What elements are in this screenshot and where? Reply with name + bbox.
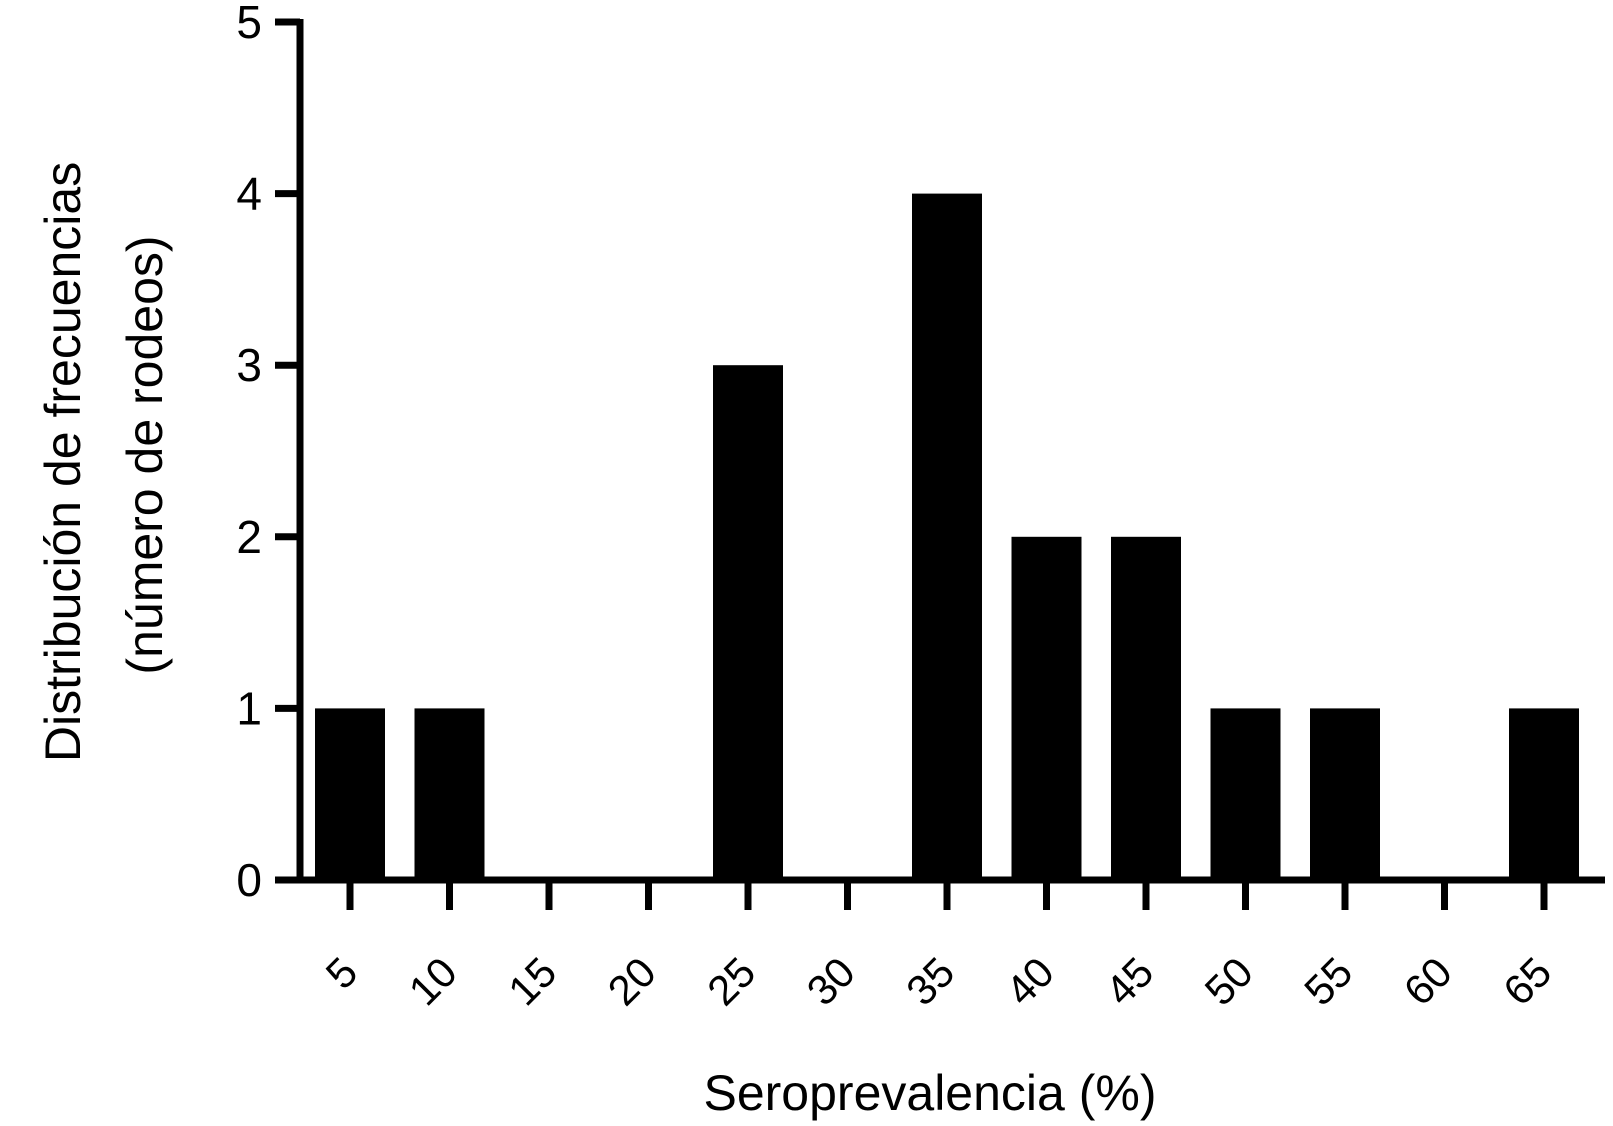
x-tick-label-40: 40 [997, 948, 1063, 1014]
x-tick-label-35: 35 [897, 948, 963, 1014]
bars-layer [315, 193, 1579, 881]
bar-50 [1210, 708, 1281, 880]
x-tick-label-30: 30 [798, 948, 864, 1014]
y-axis-title-line-2: (número de rodeos) [117, 235, 173, 674]
y-tick-label-3: 3 [236, 339, 262, 391]
x-tick-label-50: 50 [1196, 948, 1262, 1014]
y-axis-title: Distribución de frecuencias (número de r… [35, 148, 173, 762]
x-tick-label-45: 45 [1096, 948, 1162, 1014]
x-tick-label-60: 60 [1395, 948, 1461, 1014]
x-tick-label-65: 65 [1494, 948, 1560, 1014]
x-axis-title: Seroprevalencia (%) [704, 1065, 1157, 1121]
bar-5 [315, 708, 385, 880]
bar-10 [414, 708, 485, 880]
x-tick-label-10: 10 [400, 948, 466, 1014]
bar-65 [1509, 708, 1579, 880]
y-tick-label-0: 0 [236, 854, 262, 906]
x-tick-label-25: 25 [698, 948, 764, 1014]
y-tick-label-2: 2 [236, 511, 262, 563]
x-tick-label-20: 20 [599, 948, 665, 1014]
y-tick-label-1: 1 [236, 682, 262, 734]
y-tick-label-5: 5 [236, 0, 262, 48]
x-tick-label-15: 15 [499, 948, 565, 1014]
y-ticks: 0 1 2 3 4 5 [236, 0, 300, 906]
y-axis-title-line-1: Distribución de frecuencias [35, 162, 91, 762]
bar-35 [912, 193, 982, 881]
bar-40 [1011, 536, 1082, 880]
bar-25 [713, 365, 783, 880]
x-ticks: 5 10 15 20 25 30 35 40 45 50 55 60 65 [317, 880, 1560, 1014]
y-tick-label-4: 4 [236, 168, 262, 220]
x-tick-label-55: 55 [1295, 948, 1361, 1014]
bar-55 [1310, 708, 1380, 880]
x-tick-label-5: 5 [317, 948, 367, 998]
bar-45 [1111, 536, 1181, 880]
axes-layer [275, 19, 1605, 884]
